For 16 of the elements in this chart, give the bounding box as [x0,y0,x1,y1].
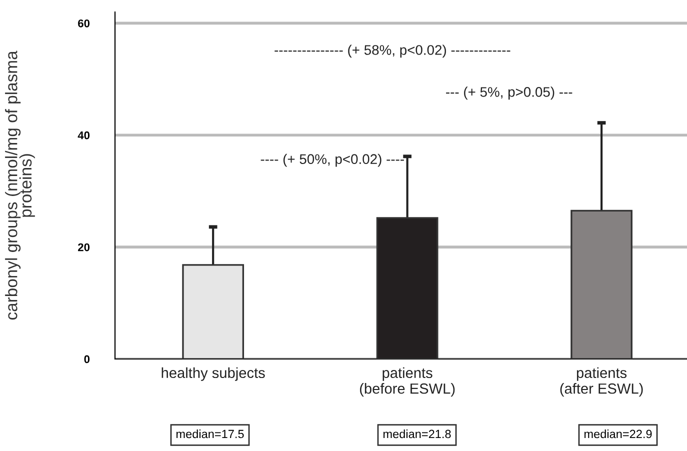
y-tick-label: 20 [78,243,90,252]
x-tick-label: patients (before ESWL) [360,367,455,397]
text: median=22.9 [584,429,652,438]
bar [182,264,244,359]
bar [570,210,632,359]
annotation: ---- (+ 50%, p<0.02) ---- [260,154,404,167]
text: median=21.8 [383,429,451,438]
annotation: --- (+ 5%, p>0.05) --- [446,86,572,100]
x-tick-label: healthy subjects [162,367,265,381]
y-tick-label: 40 [78,131,90,140]
y-tick-label: 60 [78,19,90,28]
x-tick-label: patients (after ESWL) [560,367,643,397]
annotation: --------------- (+ 58%, p<0.02) ------------- [274,44,510,58]
text: median=17.5 [176,429,244,438]
y-axis-title: carbonyl groups (nmol/mg of plasma proteins) [5,50,35,320]
y-tick-label: 0 [84,355,90,364]
